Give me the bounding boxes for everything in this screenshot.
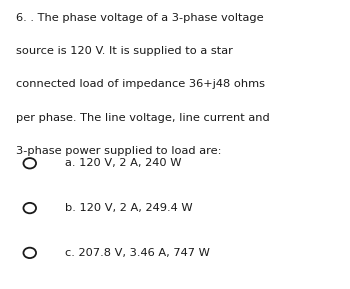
- Text: b. 120 V, 2 A, 249.4 W: b. 120 V, 2 A, 249.4 W: [65, 203, 192, 213]
- Text: source is 120 V. It is supplied to a star: source is 120 V. It is supplied to a sta…: [16, 46, 233, 56]
- Text: a. 120 V, 2 A, 240 W: a. 120 V, 2 A, 240 W: [65, 158, 181, 168]
- Text: c. 207.8 V, 3.46 A, 747 W: c. 207.8 V, 3.46 A, 747 W: [65, 248, 210, 258]
- Text: connected load of impedance 36+j48 ohms: connected load of impedance 36+j48 ohms: [16, 79, 265, 90]
- Text: 6. . The phase voltage of a 3-phase voltage: 6. . The phase voltage of a 3-phase volt…: [16, 13, 263, 23]
- Text: per phase. The line voltage, line current and: per phase. The line voltage, line curren…: [16, 113, 270, 123]
- Text: 3-phase power supplied to load are:: 3-phase power supplied to load are:: [16, 146, 221, 156]
